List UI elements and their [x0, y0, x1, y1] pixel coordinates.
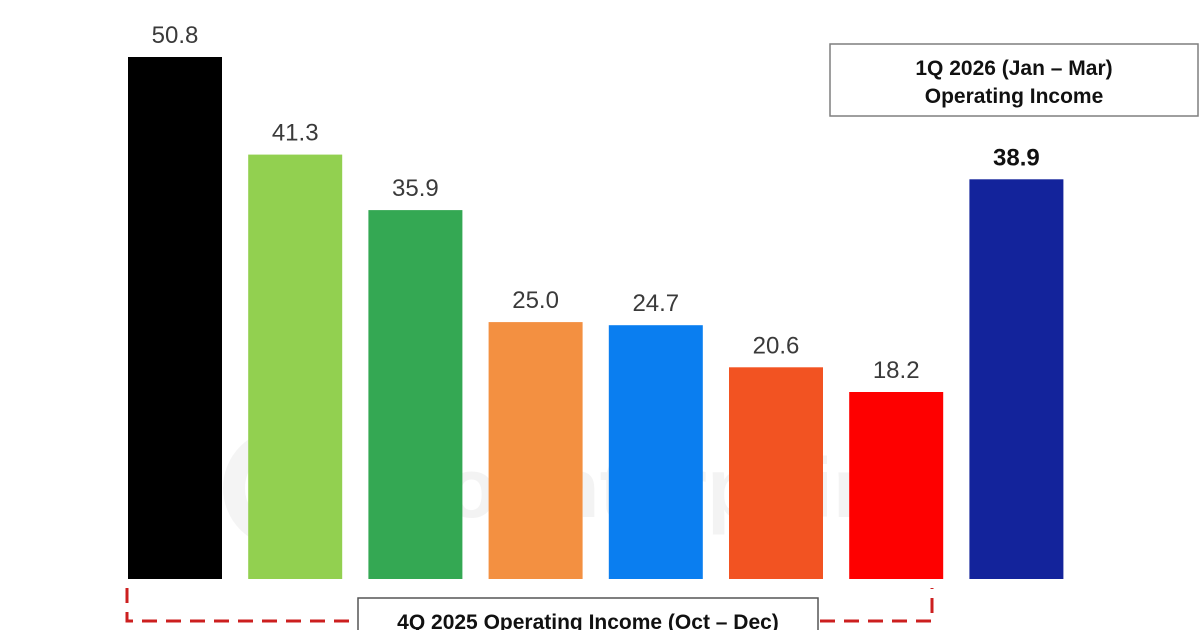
- bar-value-label-0-2: 35.9: [392, 175, 439, 202]
- q1-2026-label-line-1: 1Q 2026 (Jan – Mar): [915, 57, 1112, 80]
- bar-value-label-0-0: 50.8: [152, 22, 199, 49]
- annotations: 1Q 2026 (Jan – Mar) Operating Income 4Q …: [125, 43, 1199, 635]
- q1-2026-label-box: [829, 43, 1199, 117]
- q4-2025-label-box: [357, 597, 819, 635]
- bar-group-1-0: [969, 179, 1064, 580]
- bar-group-0-3: [488, 322, 583, 579]
- value-labels: 50.8 41.3 35.9 25.0 24.7 20.6 18.2 38.9: [152, 22, 1040, 384]
- bar-group-0-4: [608, 325, 703, 579]
- q4-2025-bracket-right: [820, 588, 934, 623]
- bar-value-label-0-4: 24.7: [632, 290, 679, 317]
- bar-value-label-0-6: 18.2: [873, 357, 920, 384]
- bar-group-0-6: [849, 392, 944, 579]
- bar-value-label-0-1: 41.3: [272, 120, 319, 147]
- bar-group-0-5: [729, 367, 823, 579]
- bar-group-0-1: [248, 154, 343, 579]
- q4-2025-label: 4Q 2025 Operating Income (Oct – Dec): [397, 611, 779, 630]
- bar-group-0-2: [368, 210, 463, 579]
- bar-value-label-0-3: 25.0: [512, 287, 559, 314]
- q4-2025-bracket-left: [125, 588, 350, 623]
- bar-group-0-0: [128, 57, 222, 579]
- q1-2026-label-line-2: Operating Income: [925, 85, 1104, 108]
- bar-value-label-0-5: 20.6: [753, 332, 800, 359]
- bars: [128, 57, 1064, 580]
- bar-value-label-1-0: 38.9: [993, 144, 1040, 171]
